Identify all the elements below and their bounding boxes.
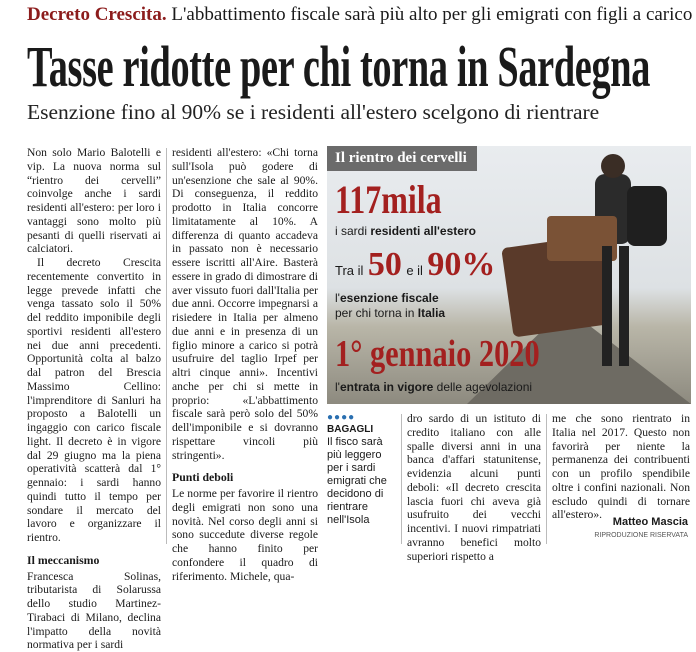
divider	[166, 148, 167, 544]
text: e il	[406, 263, 423, 278]
text: entrata in vigore	[340, 380, 433, 394]
dots: ●●●●	[327, 412, 397, 423]
subheading: Il meccanismo	[27, 554, 161, 568]
text: residenti all'estero	[370, 224, 476, 238]
big-number: 117mila	[335, 176, 442, 223]
paragraph: Il decreto Crescita recentemente convert…	[27, 256, 161, 545]
rights: RIPRODUZIONE RISERVATA	[594, 532, 688, 539]
kicker: Decreto Crescita.	[27, 4, 167, 25]
paragraph: residenti all'estero: «Chi torna sull'Is…	[172, 146, 318, 462]
paragraph: me che sono rientrato in Italia nel 2017…	[552, 412, 690, 522]
column-2: residenti all'estero: «Chi torna sull'Is…	[172, 146, 318, 583]
paragraph: Francesca Solinas, tributarista di Solar…	[27, 570, 161, 652]
info-line: l'entrata in vigore delle agevolazioni	[335, 380, 532, 394]
sidebar-caption: Il fisco sarà più leggero per i sardi em…	[327, 436, 397, 527]
page: Decreto Crescita. L'abbattimento fiscale…	[0, 0, 696, 552]
info-line: i sardi residenti all'estero	[335, 224, 476, 238]
column-3: dro sardo di un istituto di credito ital…	[407, 412, 541, 563]
text: i sardi	[335, 224, 367, 238]
subheading: Punti deboli	[172, 471, 318, 485]
text: delle agevolazioni	[437, 380, 532, 394]
paragraph: dro sardo di un istituto di credito ital…	[407, 412, 541, 563]
divider	[546, 414, 547, 544]
text: per chi torna in	[335, 306, 414, 320]
leg	[602, 246, 612, 366]
info-line: per chi torna in Italia	[335, 306, 445, 320]
big-date: 1° gennaio 2020	[335, 332, 540, 376]
info-line: Tra il 50 e il 90%	[335, 246, 495, 284]
text: Italia	[418, 306, 445, 320]
leg	[619, 246, 629, 366]
text: esenzione fiscale	[340, 291, 439, 305]
kicker-rest: L'abbattimento fiscale sarà più alto per…	[171, 4, 692, 25]
subtitle: Esenzione fino al 90% se i residenti all…	[27, 100, 599, 125]
text: Tra il	[335, 263, 363, 278]
backpack	[627, 186, 667, 246]
paragraph: Le norme per favorire il rientro degli e…	[172, 487, 318, 583]
column-4: me che sono rientrato in Italia nel 2017…	[552, 412, 690, 522]
byline: Matteo Mascia	[613, 516, 688, 528]
sidebar: ●●●● BAGAGLI Il fisco sarà più leggero p…	[327, 412, 397, 527]
sidebar-label: BAGAGLI	[327, 423, 397, 436]
info-line: l'esenzione fiscale	[335, 291, 439, 305]
column-1: Non solo Mario Balotelli e vip. La nuova…	[27, 146, 161, 652]
info-title: Il rientro dei cervelli	[327, 146, 477, 171]
divider	[401, 414, 402, 544]
text: 90%	[427, 246, 495, 283]
text: 50	[368, 246, 402, 283]
paragraph: Non solo Mario Balotelli e vip. La nuova…	[27, 146, 161, 256]
kicker-line: Decreto Crescita. L'abbattimento fiscale…	[27, 4, 692, 26]
figure-head	[601, 154, 625, 178]
headline: Tasse ridotte per chi torna in Sardegna	[27, 38, 650, 96]
infographic: Il rientro dei cervelli 117mila i sardi …	[327, 146, 691, 404]
